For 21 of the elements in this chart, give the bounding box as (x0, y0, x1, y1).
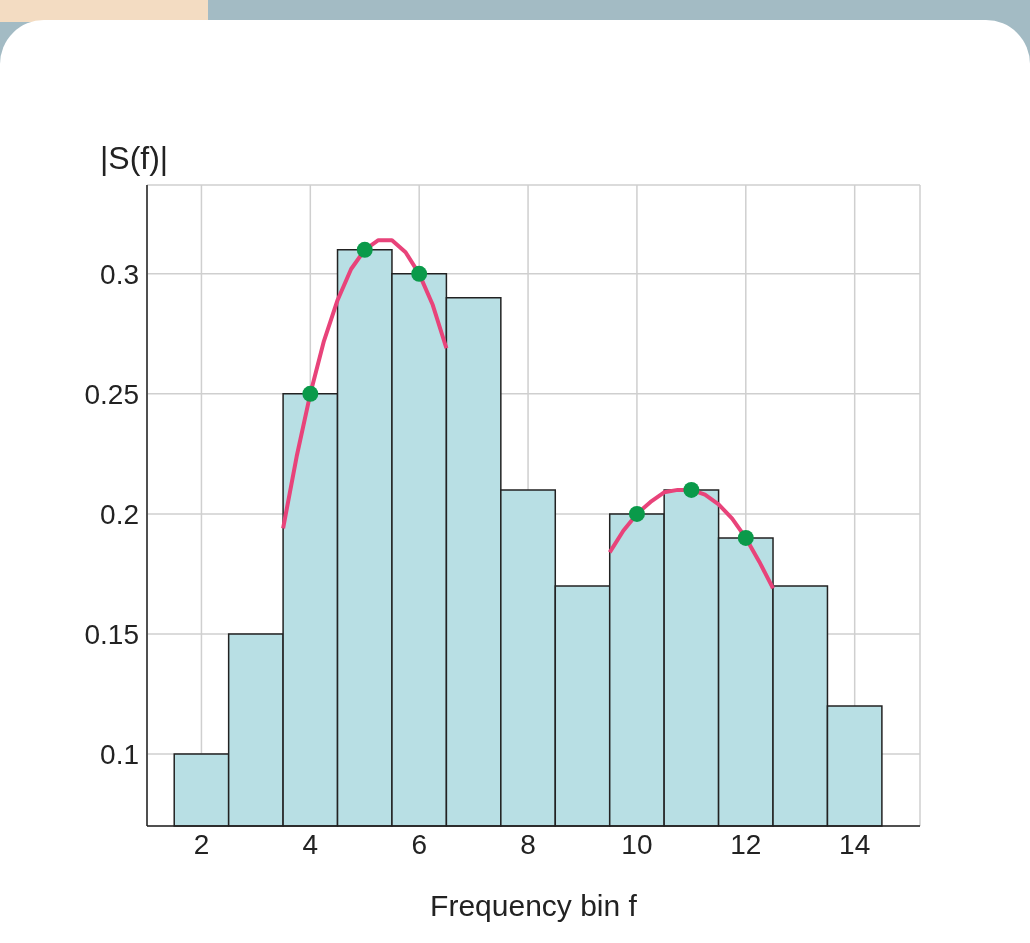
x-tick-label: 14 (839, 828, 871, 860)
point (737, 529, 754, 546)
y-tick-label: 0.2 (100, 498, 139, 530)
point (628, 505, 645, 522)
point (683, 481, 700, 498)
line-series (281, 238, 449, 531)
x-tick-label: 6 (411, 828, 427, 860)
point (411, 265, 428, 282)
y-tick-label: 0.15 (84, 618, 139, 650)
point (302, 385, 319, 402)
x-tick-label: 2 (193, 828, 210, 860)
x-tick-label: 12 (730, 828, 762, 860)
x-axis-title: Frequency bin f (430, 889, 638, 922)
y-tick-label: 0.3 (100, 258, 139, 290)
y-axis-title: |S(f)| (100, 140, 169, 177)
y-tick-label: 0.25 (84, 378, 139, 410)
x-tick-label: 8 (520, 828, 536, 860)
x-tick-label: 10 (621, 828, 653, 860)
y-tick-label: 0.1 (100, 738, 139, 770)
x-tick-label: 4 (302, 828, 319, 860)
point (356, 241, 373, 258)
